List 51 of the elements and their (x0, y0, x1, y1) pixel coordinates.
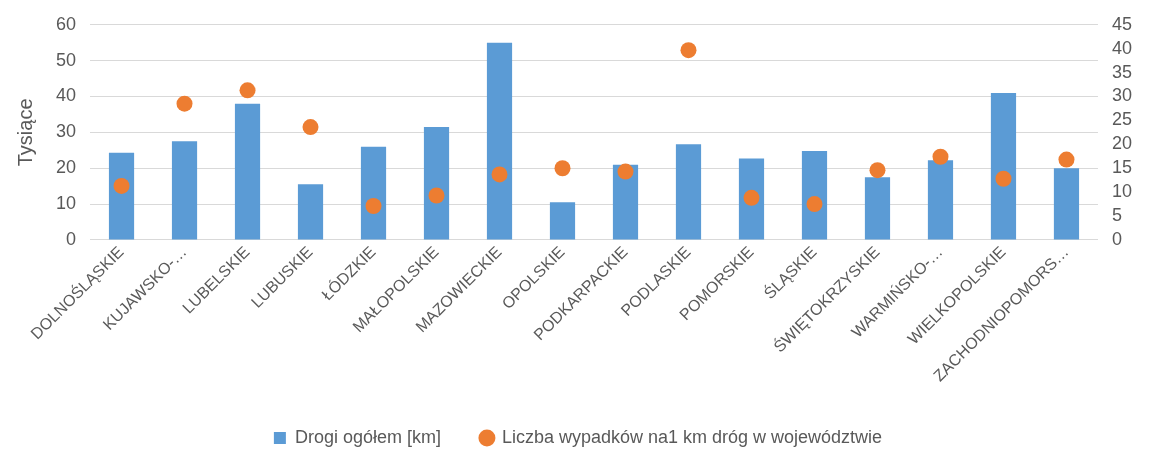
point (995, 170, 1012, 187)
y2-tick-label: 30 (1111, 85, 1133, 106)
point (1058, 151, 1075, 168)
y-tick-label: 0 (66, 228, 77, 249)
bar (864, 177, 891, 240)
y-tick-label: 50 (55, 49, 77, 70)
y2-tick-label: 40 (1111, 37, 1133, 58)
y2-tick-label: 15 (1111, 157, 1133, 178)
point (869, 162, 886, 179)
point (806, 196, 823, 213)
bar (108, 152, 135, 240)
bar (486, 42, 513, 240)
bar (234, 103, 261, 240)
y2-tick-label: 45 (1111, 13, 1133, 34)
bar (1053, 168, 1080, 240)
y-axis-title: Tysiące (13, 98, 36, 167)
bar (675, 144, 702, 240)
y-tick-label: 40 (55, 85, 77, 106)
point (932, 148, 949, 165)
point (743, 189, 760, 206)
bar (549, 202, 576, 240)
point (554, 160, 571, 177)
legend-label: Liczba wypadków na1 km dróg w województwie (501, 426, 883, 447)
point (365, 198, 382, 214)
y-tick-label: 20 (55, 157, 77, 178)
point (680, 42, 697, 59)
point (302, 119, 319, 136)
point (617, 163, 634, 180)
y2-tick-label: 25 (1111, 109, 1133, 130)
bar (801, 151, 828, 240)
point (239, 82, 256, 99)
y2-tick-label: 10 (1111, 181, 1133, 202)
bar (171, 141, 198, 240)
y2-tick-label: 20 (1111, 133, 1133, 154)
point (176, 95, 193, 112)
bar (423, 126, 450, 240)
y-tick-label: 10 (55, 193, 77, 214)
bar (360, 146, 387, 240)
y-tick-label: 60 (55, 13, 77, 34)
bar (297, 184, 324, 240)
point (491, 166, 508, 183)
point (428, 187, 445, 204)
y2-tick-label: 35 (1111, 61, 1133, 82)
point (113, 177, 130, 194)
legend-label: Drogi ogółem [km] (294, 426, 441, 447)
y2-tick-label: 5 (1111, 205, 1122, 225)
y2-tick-label: 0 (1111, 228, 1122, 249)
bar (738, 158, 765, 240)
y-tick-label: 30 (55, 121, 77, 142)
bar (990, 92, 1017, 240)
bar (927, 160, 954, 240)
